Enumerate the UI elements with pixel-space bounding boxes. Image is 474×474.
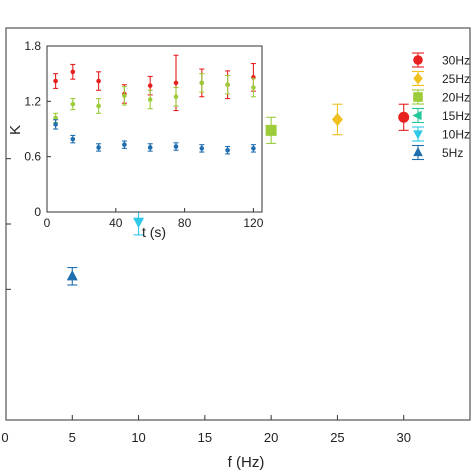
legend-label: 30Hz: [442, 54, 470, 68]
inset-data-point-5Hz: [70, 136, 76, 142]
data-point-10Hz: [133, 217, 145, 229]
inset-data-point-5Hz: [251, 146, 256, 151]
x-tick-label: 25: [330, 430, 344, 445]
inset-x-tick-label: 80: [178, 216, 192, 230]
x-tick-label: 15: [198, 430, 212, 445]
inset-plot: 0 40 80 120 0 0.6 1.2 1.8 t (s) K: [7, 39, 264, 240]
inset-x-axis-label: t (s): [142, 224, 166, 240]
inset-data-point-30Hz: [173, 80, 179, 86]
legend-marker-15Hz: [412, 110, 422, 121]
data-point-5Hz: [66, 269, 78, 281]
data-point-30Hz: [398, 111, 410, 123]
inset-y-tick-label: 0: [34, 205, 41, 219]
legend-label: 20Hz: [442, 91, 470, 105]
inset-y-tick-label: 1.8: [24, 39, 41, 53]
inset-data-point-20Hz: [53, 115, 58, 121]
inset-data-point-5Hz: [225, 147, 230, 153]
x-tick-label: 0: [1, 430, 8, 445]
inset-data-point-30Hz: [70, 69, 76, 75]
inset-data-point-5Hz: [173, 144, 179, 149]
inset-y-tick-label: 1.2: [24, 94, 41, 108]
legend-marker-20Hz: [413, 92, 423, 102]
main-plot: 0 5 10 15 20 25 30 f (Hz): [1, 27, 471, 471]
data-point-25Hz: [331, 112, 343, 127]
legend-marker-10Hz: [413, 130, 423, 140]
legend-label: 5Hz: [442, 146, 463, 160]
inset-data-point-5Hz: [122, 142, 127, 147]
inset-data-point-5Hz: [199, 146, 205, 151]
series-20Hz: [265, 116, 277, 144]
series-5Hz: [66, 267, 78, 286]
inset-plot-frame: [46, 45, 263, 213]
inset-x-tick-label: 120: [243, 216, 263, 230]
legend: 30Hz 25Hz 20Hz 15Hz 10Hz 5Hz: [412, 52, 470, 161]
inset-data-point-5Hz: [147, 145, 153, 150]
x-tick-label: 10: [131, 430, 145, 445]
inset-data-point-30Hz: [147, 83, 153, 88]
inset-data-point-20Hz: [173, 94, 179, 100]
legend-marker-25Hz: [413, 72, 423, 85]
x-tick-label: 20: [264, 430, 278, 445]
data-point-20Hz: [265, 124, 277, 136]
inset-y-axis-label: K: [7, 125, 24, 135]
x-tick-label: 30: [396, 430, 410, 445]
inset-data-point-20Hz: [251, 85, 256, 90]
inset-data-point-20Hz: [96, 103, 101, 109]
x-axis-label: f (Hz): [228, 454, 265, 471]
inset-series-20Hz: [53, 73, 256, 124]
inset-x-tick-label: 0: [44, 216, 51, 230]
inset-data-point-5Hz: [53, 122, 58, 127]
series-25Hz: [331, 103, 343, 136]
inset-y-tick-label: 0.6: [24, 150, 41, 164]
legend-label: 25Hz: [442, 72, 470, 86]
inset-data-point-20Hz: [70, 101, 76, 107]
x-tick-label: 5: [69, 430, 76, 445]
inset-data-point-20Hz: [122, 93, 127, 99]
inset-data-point-30Hz: [53, 78, 58, 84]
inset-series-5Hz: [53, 119, 256, 155]
legend-label: 10Hz: [442, 128, 470, 142]
legend-label: 15Hz: [442, 109, 470, 123]
inset-data-point-20Hz: [225, 82, 230, 88]
inset-x-tick-label: 40: [109, 216, 123, 230]
legend-marker-5Hz: [413, 146, 423, 157]
legend-marker-30Hz: [413, 55, 423, 65]
inset-data-point-20Hz: [147, 97, 153, 102]
inset-data-point-20Hz: [199, 80, 205, 86]
inset-data-point-30Hz: [96, 78, 101, 84]
inset-data-point-5Hz: [96, 145, 101, 150]
series-30Hz: [398, 103, 410, 131]
